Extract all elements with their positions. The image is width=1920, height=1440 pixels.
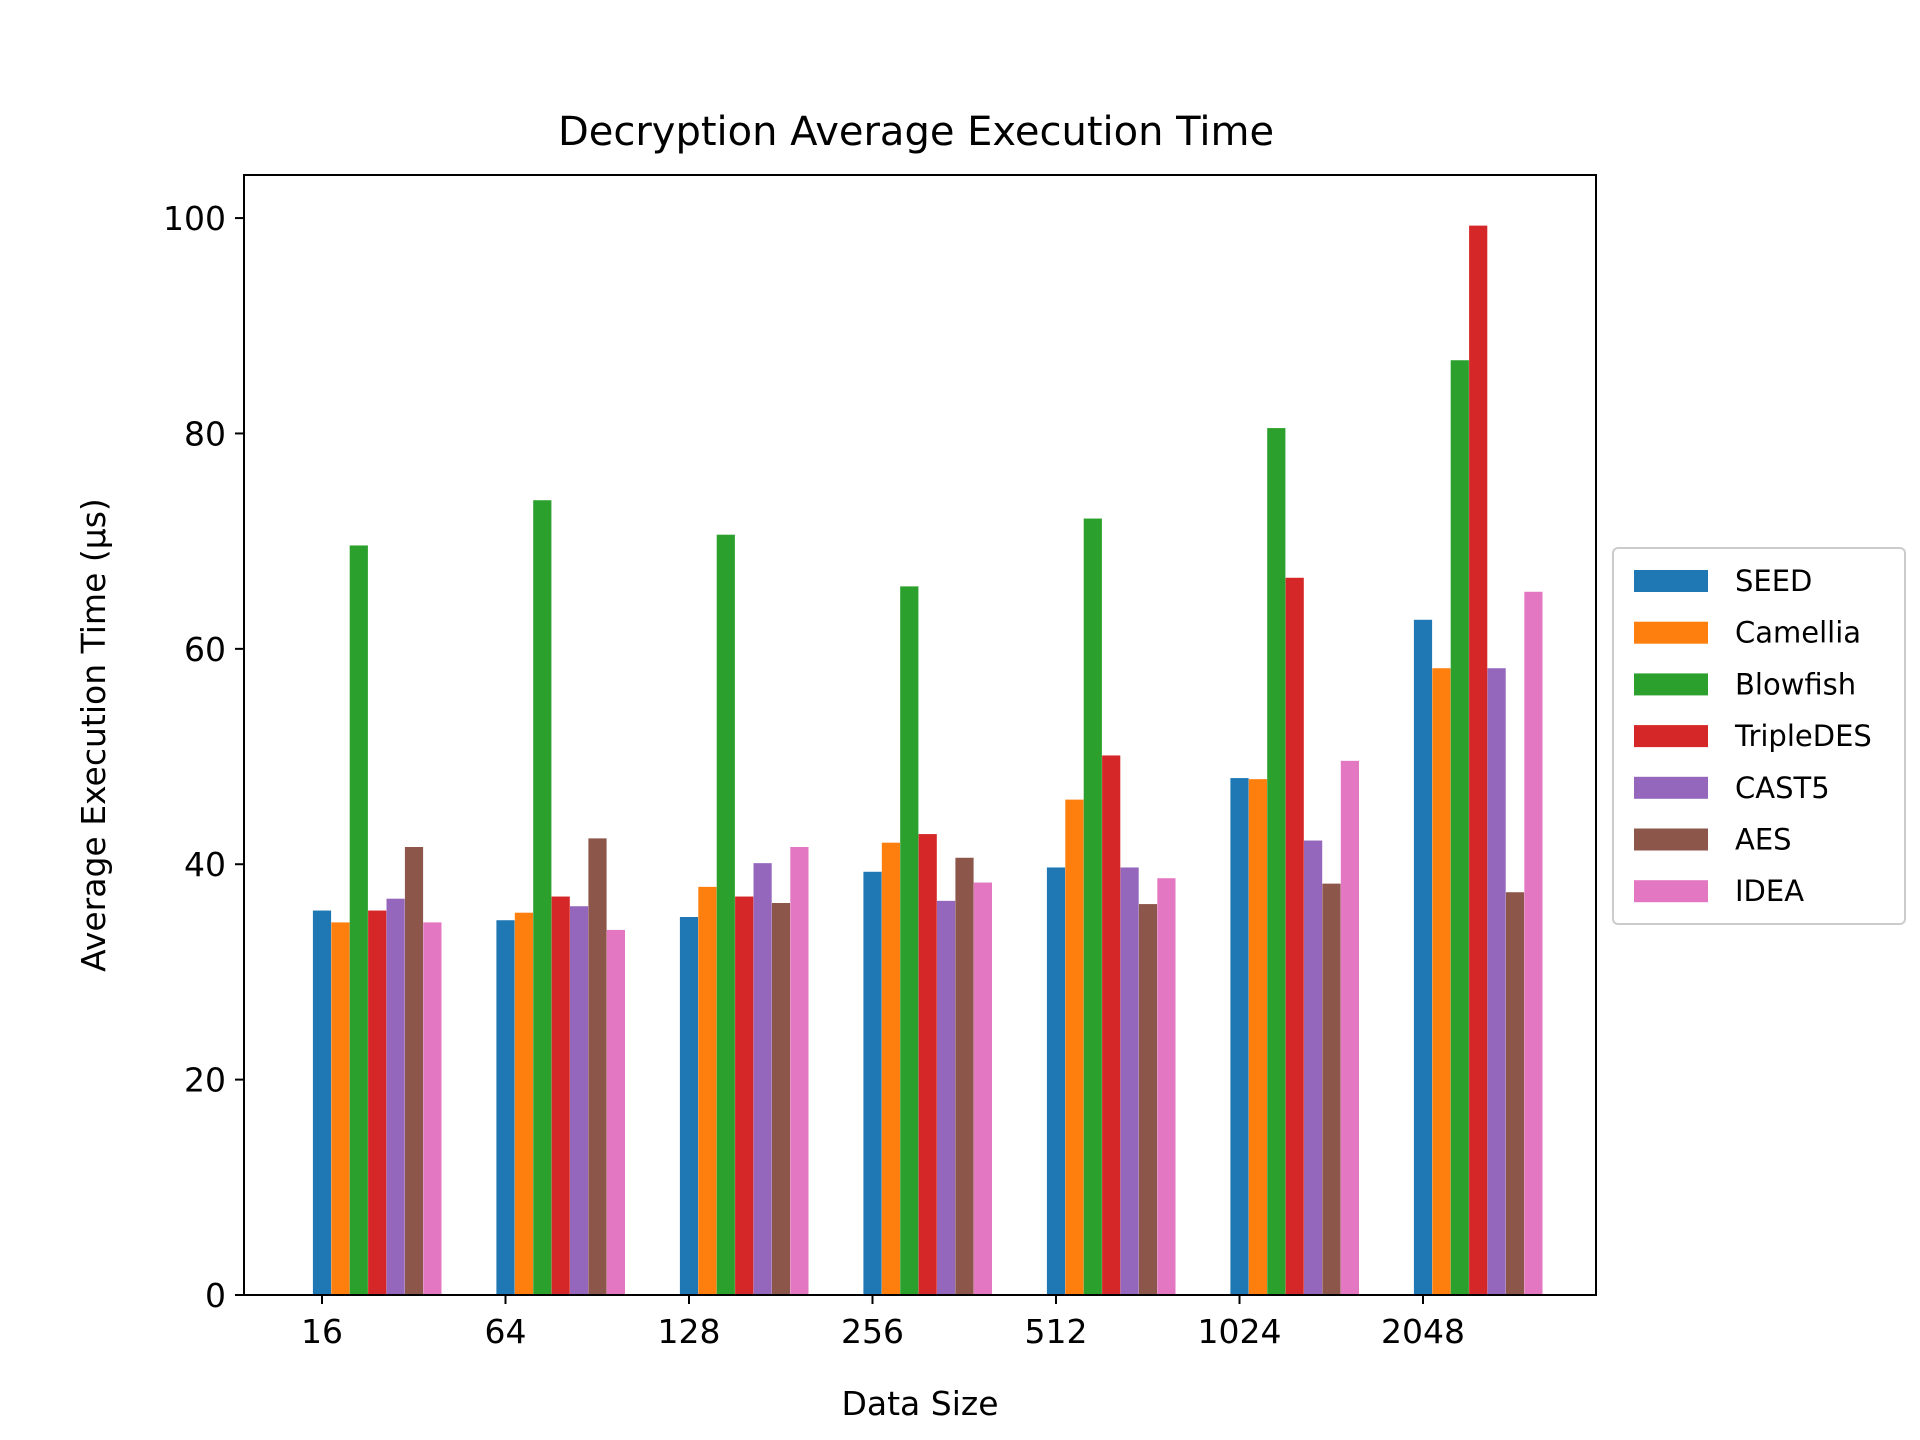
x-axis-label: Data Size (841, 1384, 998, 1423)
legend-label-aes: AES (1735, 823, 1792, 857)
bar-aes-1024 (1322, 883, 1341, 1295)
legend-swatch-blowfish (1634, 673, 1708, 696)
bar-cast5-512 (1120, 867, 1139, 1295)
legend-swatch-idea (1634, 880, 1708, 903)
plot-frame (243, 174, 1597, 1296)
bar-idea-512 (1157, 878, 1176, 1295)
y-tick-label: 80 (184, 414, 226, 453)
bar-aes-256 (955, 857, 974, 1295)
bar-cast5-16 (386, 898, 405, 1295)
legend-label-blowfish: Blowfish (1735, 667, 1856, 701)
x-tick-label: 512 (1025, 1312, 1088, 1351)
bar-blowfish-1024 (1267, 428, 1286, 1296)
x-tick-label: 2048 (1381, 1312, 1465, 1351)
bar-tripledes-2048 (1469, 225, 1488, 1295)
legend-label-cast5: CAST5 (1735, 771, 1830, 805)
bar-seed-128 (679, 917, 699, 1295)
bar-camellia-128 (698, 886, 717, 1295)
bar-idea-16 (423, 922, 442, 1295)
y-tick-label: 100 (163, 199, 226, 238)
bar-idea-128 (790, 847, 809, 1295)
legend-swatch-camellia (1634, 621, 1708, 644)
bar-tripledes-128 (735, 896, 754, 1295)
bar-seed-2048 (1413, 619, 1433, 1295)
legend-label-tripledes: TripleDES (1734, 719, 1872, 753)
bar-blowfish-2048 (1450, 360, 1469, 1296)
x-tick-label: 256 (841, 1312, 904, 1351)
bar-seed-512 (1046, 867, 1066, 1295)
bar-seed-16 (312, 910, 332, 1295)
legend-swatch-aes (1634, 828, 1708, 851)
y-tick-label: 60 (184, 630, 226, 669)
bar-camellia-64 (514, 912, 533, 1295)
bar-blowfish-64 (533, 500, 552, 1296)
bar-idea-256 (973, 882, 992, 1295)
bar-blowfish-128 (716, 534, 735, 1295)
bar-tripledes-1024 (1285, 577, 1304, 1295)
bar-blowfish-512 (1083, 518, 1102, 1295)
y-tick-label: 40 (184, 845, 226, 884)
bar-camellia-16 (331, 922, 350, 1295)
y-tick-label: 20 (184, 1061, 226, 1100)
x-tick-label: 16 (301, 1312, 343, 1351)
y-axis-label: Average Execution Time (µs) (74, 498, 113, 972)
bar-cast5-64 (570, 906, 589, 1295)
legend-swatch-seed (1634, 570, 1708, 592)
x-axis-ticks: 16 64 128 256 512 1024 2048 (301, 1295, 1465, 1351)
bar-cast5-2048 (1487, 668, 1506, 1295)
x-tick-label: 1024 (1198, 1312, 1282, 1351)
bar-cast5-256 (937, 900, 956, 1295)
bar-camellia-2048 (1432, 668, 1451, 1295)
bar-tripledes-16 (368, 910, 387, 1295)
bar-idea-2048 (1524, 591, 1543, 1295)
legend-label-camellia: Camellia (1735, 616, 1861, 650)
bar-cast5-1024 (1304, 840, 1323, 1295)
x-tick-label: 64 (485, 1312, 527, 1351)
bar-seed-256 (863, 871, 882, 1295)
bar-aes-64 (588, 838, 607, 1295)
legend-label-seed: SEED (1735, 564, 1812, 598)
bar-tripledes-64 (551, 896, 570, 1295)
y-tick-label: 0 (205, 1276, 226, 1315)
y-axis-ticks: 0 20 40 60 80 100 (163, 199, 244, 1315)
legend-label-idea: IDEA (1735, 874, 1804, 908)
bar-idea-1024 (1340, 760, 1359, 1295)
bar-camellia-256 (881, 842, 900, 1295)
legend: SEED Camellia Blowfish TripleDES CAST5 AES IDE… (1612, 547, 1906, 925)
bar-seed-64 (496, 920, 515, 1295)
bar-seed-1024 (1230, 778, 1249, 1295)
legend-swatch-tripledes (1634, 725, 1708, 748)
bars-layer (312, 225, 1543, 1296)
bar-cast5-128 (753, 863, 772, 1295)
bar-aes-128 (771, 903, 791, 1295)
bar-camellia-1024 (1248, 779, 1267, 1295)
bar-blowfish-16 (349, 545, 368, 1295)
bar-aes-512 (1138, 904, 1158, 1295)
bar-tripledes-256 (918, 834, 937, 1295)
legend-swatch-cast5 (1634, 776, 1708, 799)
bar-aes-16 (404, 847, 424, 1295)
bar-tripledes-512 (1102, 755, 1121, 1295)
bar-aes-2048 (1505, 892, 1525, 1295)
bar-blowfish-256 (900, 586, 919, 1295)
x-tick-label: 128 (658, 1312, 721, 1351)
chart-title: Decryption Average Execution Time (558, 109, 1274, 155)
bar-idea-64 (606, 929, 625, 1295)
bar-camellia-512 (1065, 799, 1084, 1295)
